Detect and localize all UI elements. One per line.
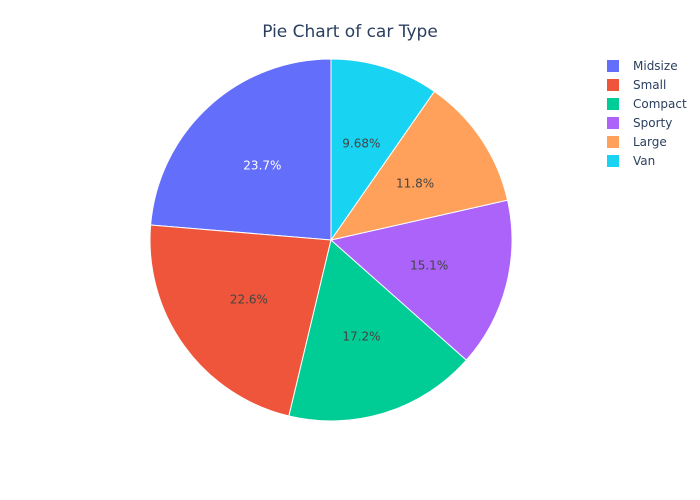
- pie-slice-van[interactable]: [330, 58, 436, 242]
- legend-swatch-van: [607, 155, 619, 167]
- legend-item-small[interactable]: Small: [607, 78, 666, 92]
- legend-swatch-midsize: [607, 60, 619, 72]
- pie-slice-large[interactable]: [329, 90, 509, 241]
- chart-title: Pie Chart of car Type: [262, 22, 438, 42]
- legend-item-midsize[interactable]: Midsize: [607, 59, 678, 73]
- slice-label-large: 11.8%: [396, 176, 434, 190]
- legend-label-compact: Compact: [633, 97, 687, 111]
- pie-group: 23.7% 22.6% 17.2% 15.1% 11.8% 9.68%: [149, 58, 513, 422]
- slice-label-compact: 17.2%: [342, 330, 380, 344]
- legend-swatch-small: [607, 79, 619, 91]
- legend-label-sporty: Sporty: [633, 116, 672, 130]
- slice-label-sporty: 15.1%: [410, 258, 448, 272]
- legend-item-compact[interactable]: Compact: [607, 97, 687, 111]
- legend: Midsize Small Compact Sporty Large Van: [607, 59, 687, 168]
- pie-slice-compact[interactable]: [288, 239, 468, 422]
- legend-swatch-large: [607, 136, 619, 148]
- legend-item-sporty[interactable]: Sporty: [607, 116, 672, 130]
- pie-slice-midsize[interactable]: [150, 58, 332, 241]
- legend-item-van[interactable]: Van: [607, 154, 655, 168]
- legend-swatch-compact: [607, 98, 619, 110]
- legend-swatch-sporty: [607, 117, 619, 129]
- slice-label-van: 9.68%: [342, 136, 380, 150]
- pie-slice-sporty[interactable]: [329, 199, 513, 361]
- legend-label-large: Large: [633, 135, 667, 149]
- slice-label-small: 22.6%: [230, 292, 268, 306]
- pie-slice-small[interactable]: [149, 224, 332, 417]
- legend-label-small: Small: [633, 78, 666, 92]
- legend-label-midsize: Midsize: [633, 59, 678, 73]
- legend-item-large[interactable]: Large: [607, 135, 667, 149]
- slice-label-midsize: 23.7%: [243, 158, 281, 172]
- legend-label-van: Van: [633, 154, 655, 168]
